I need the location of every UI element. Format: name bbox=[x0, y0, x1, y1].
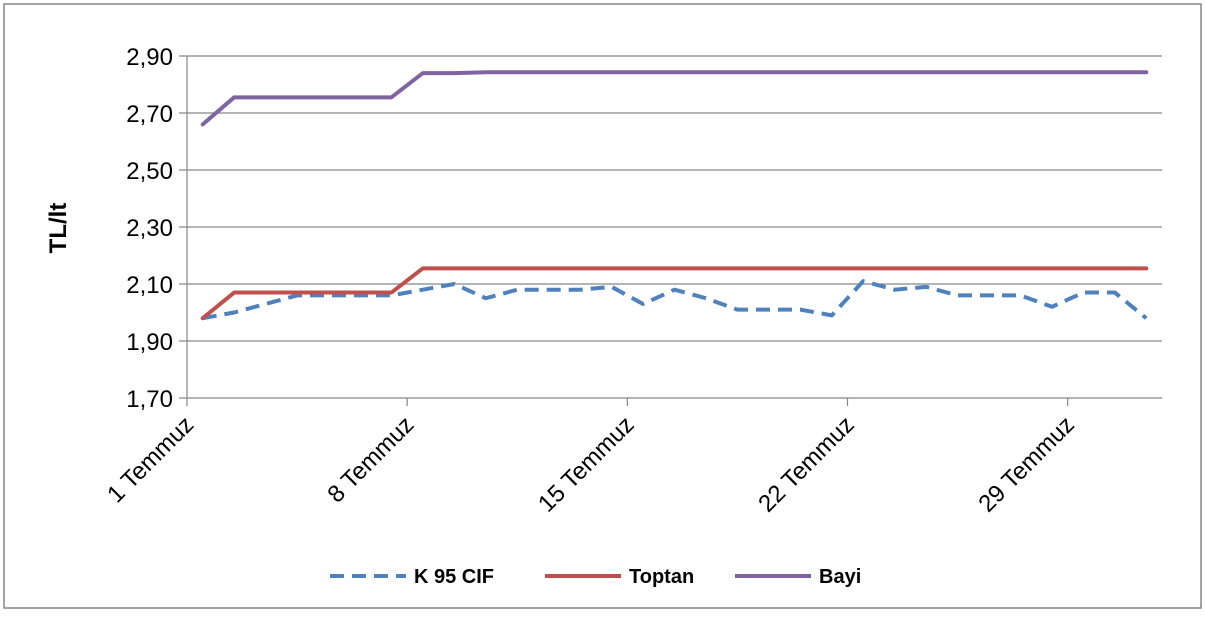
chart-border bbox=[3, 3, 1202, 609]
y-tick-label: 2,10 bbox=[126, 272, 173, 299]
legend-label: Toptan bbox=[629, 566, 694, 588]
series-lines bbox=[200, 70, 1149, 321]
series-line-k-95-cif bbox=[202, 279, 1148, 321]
y-tick-label: 2,30 bbox=[126, 215, 173, 242]
gridlines bbox=[187, 55, 1162, 342]
legend-label: Bayi bbox=[819, 566, 861, 588]
y-tick-label: 1,70 bbox=[126, 386, 173, 413]
y-tick-label: 2,50 bbox=[126, 158, 173, 185]
y-tick-label: 1,90 bbox=[126, 329, 173, 356]
legend-label: K 95 CIF bbox=[414, 566, 494, 588]
legend: K 95 CIF Toptan Bayi bbox=[330, 566, 861, 588]
y-axis-label: TL/lt bbox=[45, 203, 72, 254]
y-tick-label: 2,70 bbox=[126, 101, 173, 128]
y-tick-label: 2,90 bbox=[126, 44, 173, 71]
series-line-toptan bbox=[200, 266, 1149, 321]
series-line-bayi bbox=[200, 70, 1149, 127]
